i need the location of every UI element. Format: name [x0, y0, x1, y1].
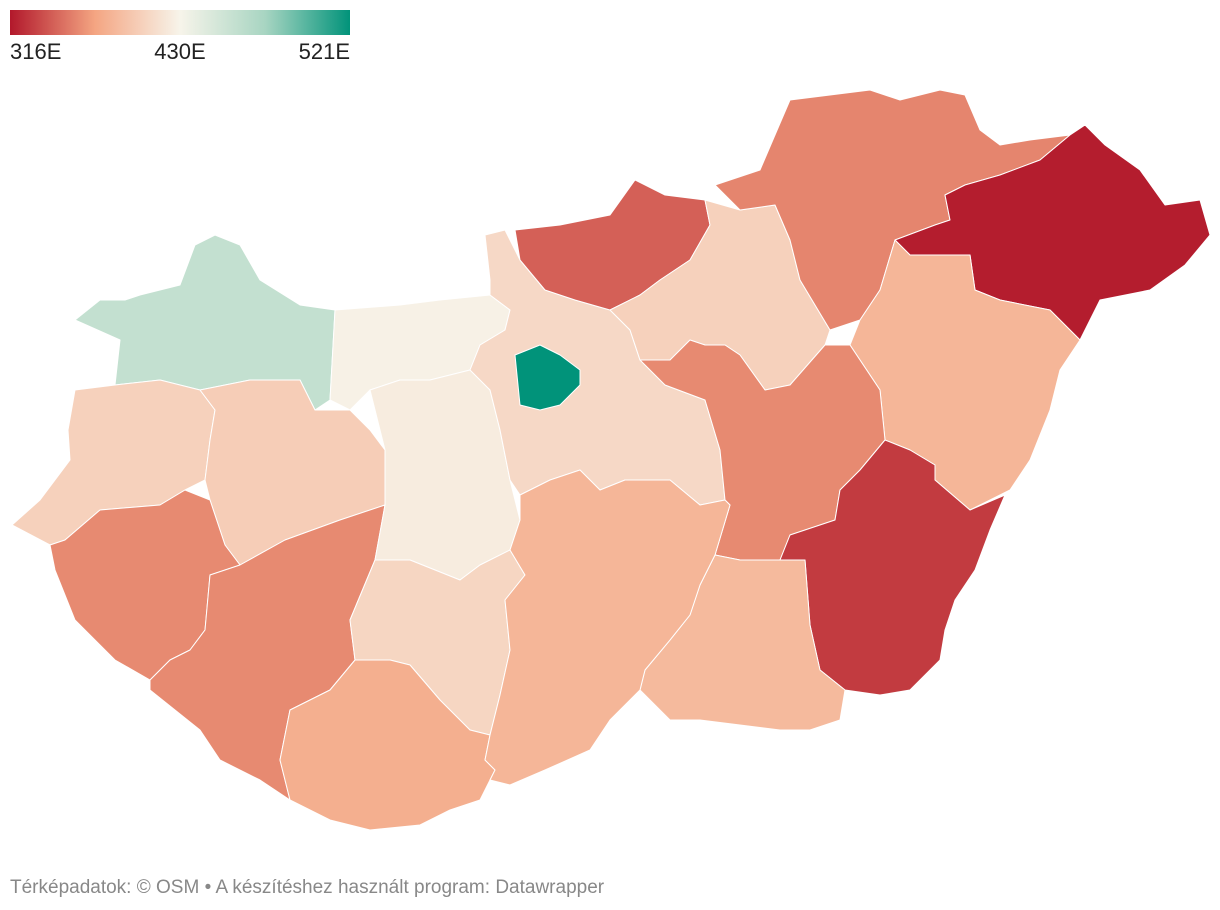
legend-tick-label: 430E	[154, 39, 205, 64]
legend-bar	[10, 10, 350, 35]
regions	[11, 89, 1211, 831]
region	[514, 344, 581, 411]
legend-tick-label: 316E	[10, 39, 61, 64]
legend-tick-label: 521E	[299, 39, 350, 64]
region	[484, 469, 731, 786]
footer: Térképadatok: © OSM • A készítéshez hasz…	[10, 877, 605, 898]
